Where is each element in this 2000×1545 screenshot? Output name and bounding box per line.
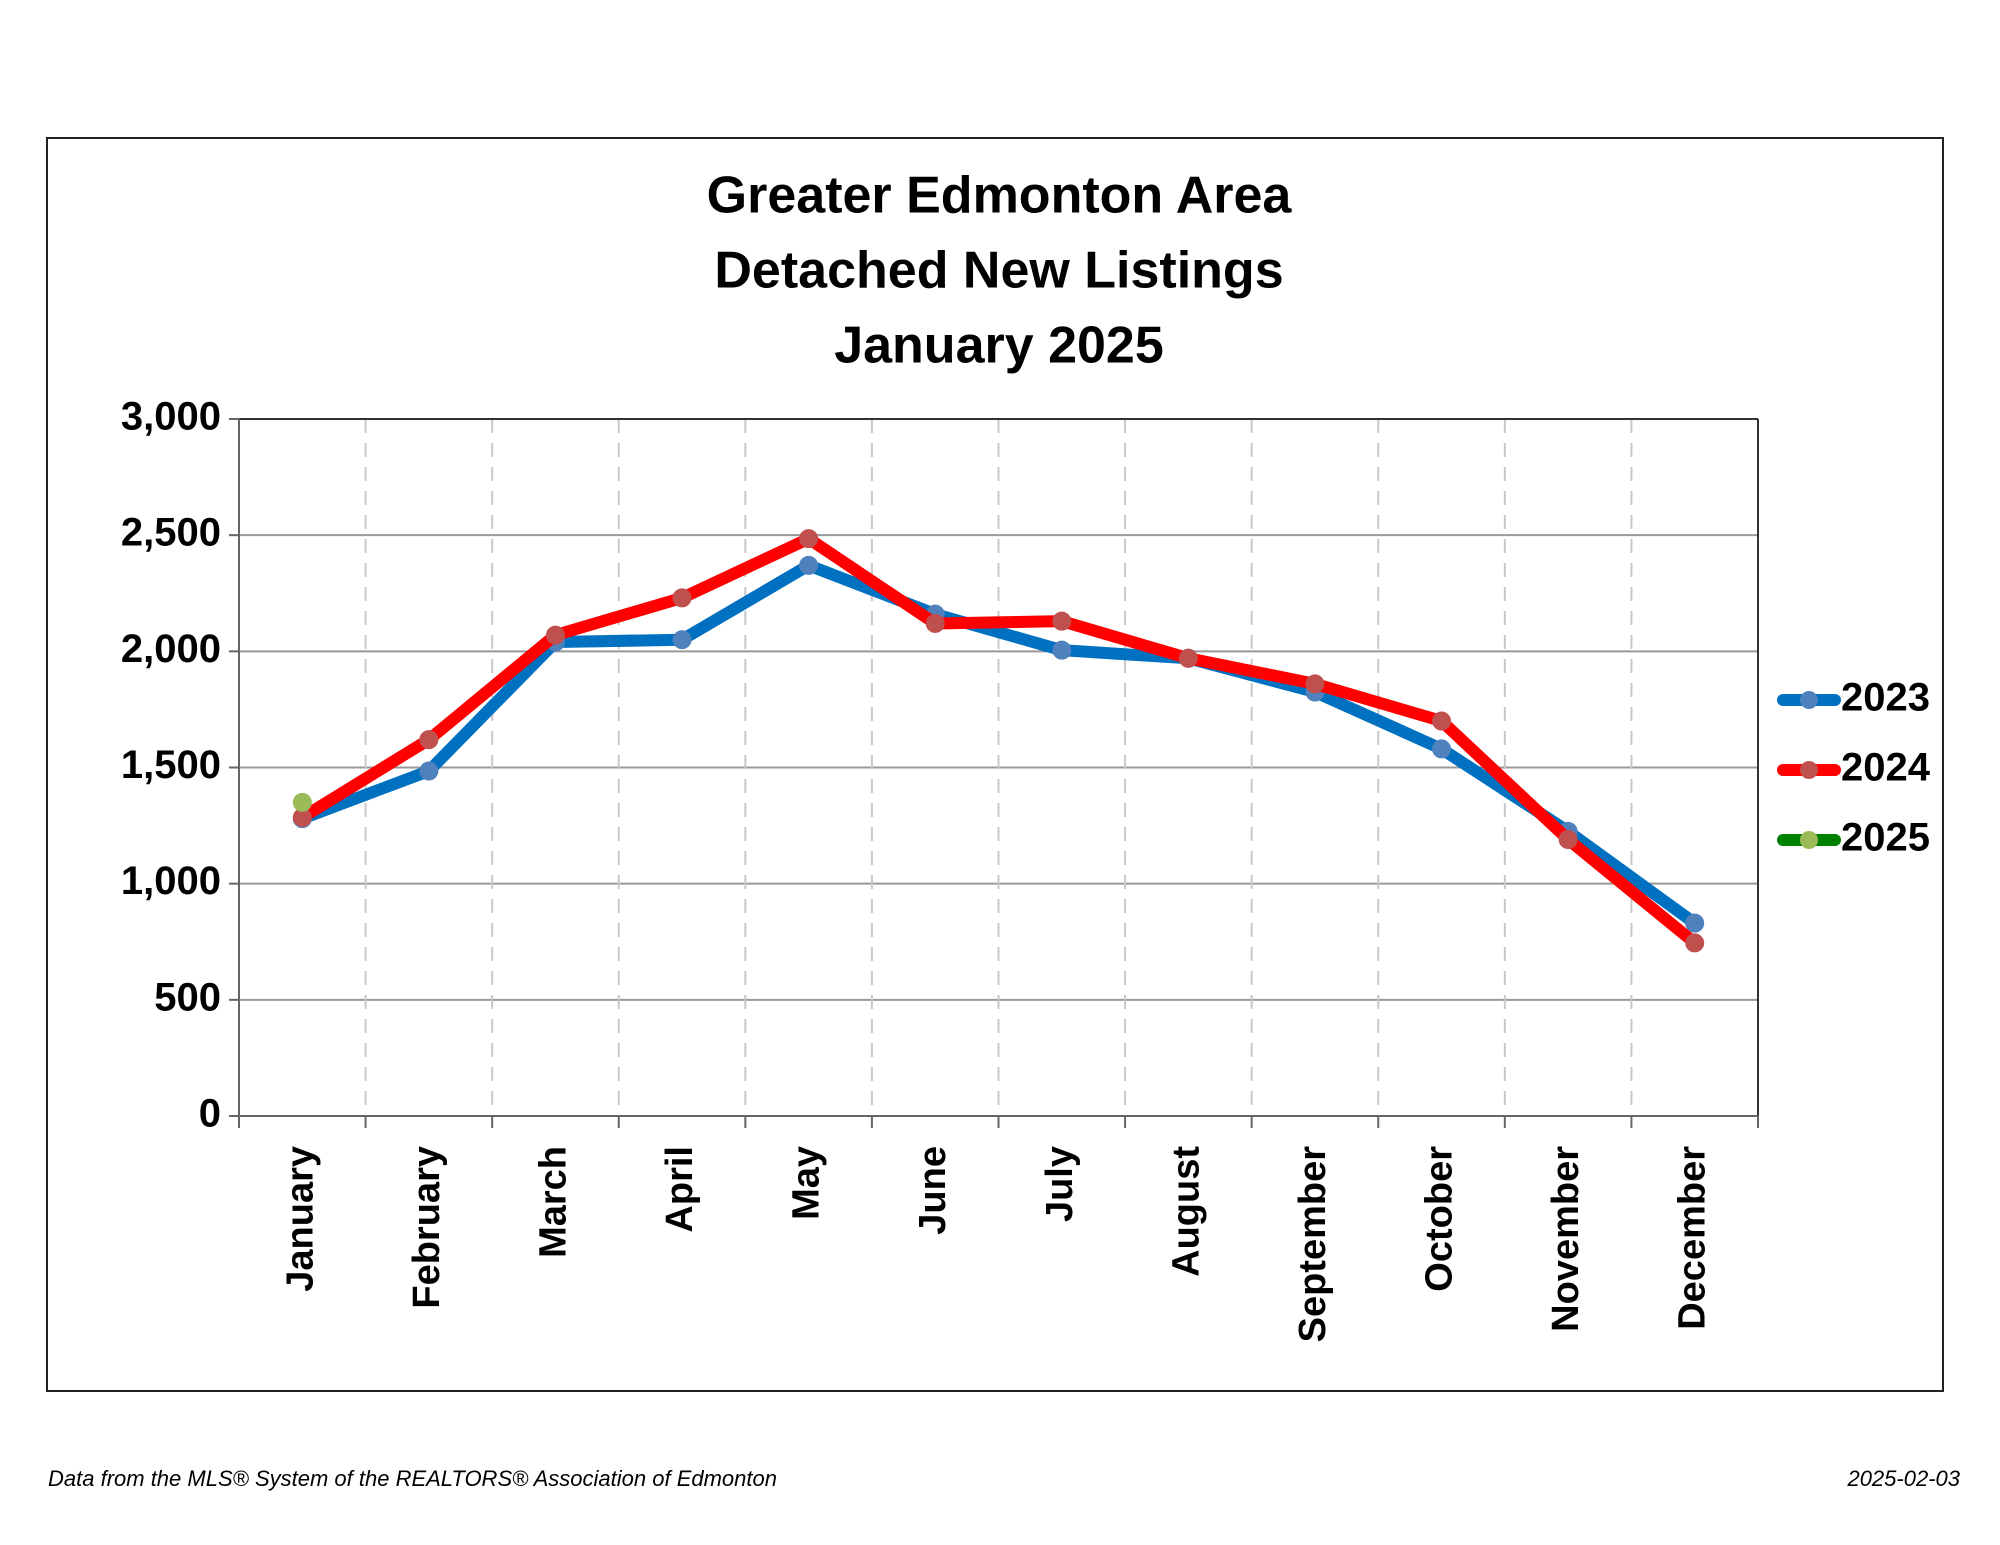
x-tick-label: June xyxy=(912,1146,954,1235)
y-tick-label: 0 xyxy=(199,1092,221,1136)
x-tick-label: April xyxy=(659,1146,701,1233)
y-tick-label: 2,500 xyxy=(121,511,221,555)
report-date: 2025-02-03 xyxy=(1847,1466,1960,1491)
y-tick-label: 2,000 xyxy=(121,627,221,671)
x-tick-label: September xyxy=(1292,1146,1334,1343)
y-tick-label: 3,000 xyxy=(121,395,221,439)
data-point-2023 xyxy=(1432,739,1452,759)
series-line-2024 xyxy=(296,532,1701,949)
data-point-2024 xyxy=(925,613,945,633)
legend-marker-2024 xyxy=(1800,761,1818,779)
x-tick-label: February xyxy=(406,1146,448,1309)
chart-title-line: Greater Edmonton Area xyxy=(707,167,1293,225)
chart-title-line: January 2025 xyxy=(834,317,1164,375)
data-point-2023 xyxy=(672,630,692,650)
data-point-2024 xyxy=(545,625,565,645)
data-point-2023 xyxy=(1052,640,1072,660)
x-tick-label: October xyxy=(1419,1146,1461,1292)
legend-marker-2025 xyxy=(1800,831,1818,849)
data-point-2023 xyxy=(419,761,439,781)
line-chart: Greater Edmonton Area Detached New Listin… xyxy=(121,167,1931,1343)
data-point-2024 xyxy=(799,529,819,549)
data-point-2024 xyxy=(672,588,692,608)
chart-frame: Greater Edmonton Area Detached New Listin… xyxy=(46,137,1944,1392)
data-point-2024 xyxy=(1558,830,1578,850)
y-tick-label: 500 xyxy=(154,975,221,1019)
x-tick-label: January xyxy=(279,1146,321,1292)
data-point-2023 xyxy=(799,555,819,575)
data-point-2024 xyxy=(419,730,439,750)
data-point-2024 xyxy=(1685,933,1705,953)
legend-label-2023: 2023 xyxy=(1841,676,1930,720)
data-point-2025 xyxy=(292,792,312,812)
chart-title-line: Detached New Listings xyxy=(714,242,1283,300)
x-tick-label: December xyxy=(1672,1146,1714,1330)
data-point-2023 xyxy=(1685,913,1705,933)
x-tick-label: May xyxy=(786,1146,828,1220)
data-point-2024 xyxy=(1305,674,1325,694)
data-point-2024 xyxy=(1178,648,1198,668)
series-line-2023 xyxy=(296,559,1701,930)
y-tick-label: 1,000 xyxy=(121,859,221,903)
data-point-2024 xyxy=(1052,611,1072,631)
data-point-2024 xyxy=(1432,711,1452,731)
x-tick-label: July xyxy=(1039,1146,1081,1222)
y-tick-label: 1,500 xyxy=(121,743,221,787)
legend-label-2025: 2025 xyxy=(1841,816,1930,860)
x-tick-label: March xyxy=(532,1146,574,1258)
source-note: Data from the MLS® System of the REALTOR… xyxy=(48,1466,777,1491)
legend-marker-2023 xyxy=(1800,691,1818,709)
legend-label-2024: 2024 xyxy=(1841,746,1931,790)
x-tick-label: November xyxy=(1545,1146,1587,1332)
x-tick-label: August xyxy=(1165,1146,1207,1277)
